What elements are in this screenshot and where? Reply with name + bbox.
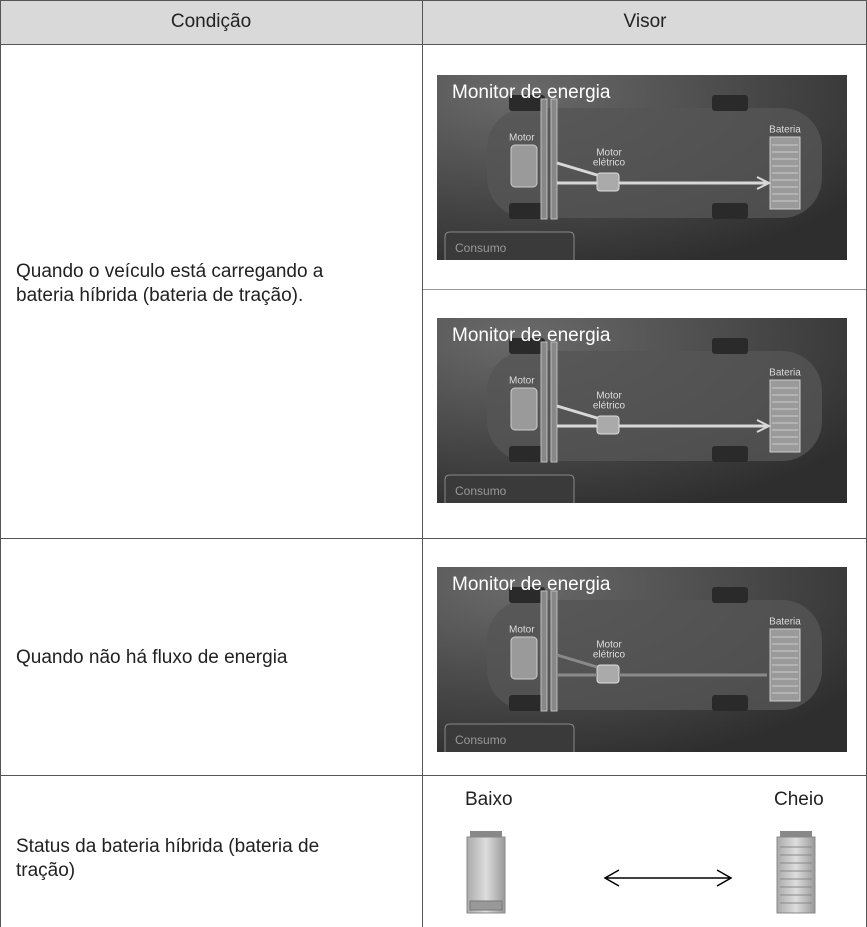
full-label: Cheio	[774, 789, 824, 810]
border	[0, 0, 867, 1]
flow-arrow	[756, 419, 772, 433]
shaft	[540, 98, 548, 220]
wheel	[509, 446, 545, 462]
wheel	[712, 446, 748, 462]
condition-text: Quando o veículo está carregando a bater…	[16, 261, 324, 306]
electric-motor-label: elétrico	[593, 650, 626, 661]
car-body	[487, 351, 822, 461]
tab	[444, 723, 575, 752]
border	[0, 44, 867, 45]
screen-title: Monitor de energia	[452, 325, 611, 346]
wheel	[712, 203, 748, 219]
battery-status	[466, 831, 816, 914]
screen-title: Monitor de energia	[452, 82, 611, 103]
shaft	[540, 341, 548, 463]
double-arrow	[603, 869, 733, 887]
engine	[510, 636, 538, 680]
motor-label: Motor	[509, 625, 535, 636]
wheel	[712, 338, 748, 354]
tab-label: Consumo	[455, 241, 507, 255]
electric-motor-icon	[596, 415, 620, 435]
flow-line	[556, 161, 598, 177]
electric-motor-label: Motor	[596, 148, 622, 159]
wheel	[509, 95, 545, 111]
flow-arrow	[756, 176, 772, 190]
wheel	[509, 338, 545, 354]
shaft	[550, 341, 558, 463]
shaft	[540, 590, 548, 712]
header-cell: Visor	[423, 0, 867, 44]
tab	[444, 474, 575, 503]
wheel	[712, 95, 748, 111]
shaft	[550, 590, 558, 712]
battery-label: Bateria	[769, 617, 801, 628]
border	[0, 775, 867, 776]
border	[423, 289, 867, 290]
wheel	[509, 587, 545, 603]
car-body	[487, 108, 822, 218]
flow-line	[556, 404, 598, 420]
engine	[510, 144, 538, 188]
electric-motor-label: Motor	[596, 640, 622, 651]
battery-full-icon	[776, 831, 816, 914]
wheel	[509, 695, 545, 711]
energy-monitor-screen: Monitor de energiaMotorMotorelétricoBate…	[437, 318, 847, 503]
motor-label: Motor	[509, 376, 535, 387]
electric-motor-icon	[596, 664, 620, 684]
battery-label: Bateria	[769, 125, 801, 136]
electric-motor-label: elétrico	[593, 401, 626, 412]
low-label: Baixo	[465, 789, 513, 810]
electric-motor-label: Motor	[596, 391, 622, 402]
wheel	[509, 203, 545, 219]
motor-label: Motor	[509, 133, 535, 144]
header-cell: Condição	[0, 0, 422, 44]
condition-text: Status da bateria híbrida (bateria de tr…	[16, 836, 320, 881]
energy-monitor-screen: Monitor de energiaMotorMotorelétricoBate…	[437, 75, 847, 260]
tab-label: Consumo	[455, 484, 507, 498]
border	[0, 538, 867, 539]
wheel	[712, 587, 748, 603]
energy-monitor-screen: Monitor de energiaMotorMotorelétricoBate…	[437, 567, 847, 752]
electric-motor-icon	[596, 172, 620, 192]
battery-label: Bateria	[769, 368, 801, 379]
border	[0, 0, 1, 927]
electric-motor-label: elétrico	[593, 158, 626, 169]
border	[422, 0, 423, 927]
screen-title: Monitor de energia	[452, 574, 611, 595]
tab-label: Consumo	[455, 733, 507, 747]
car-body	[487, 600, 822, 710]
flow-line	[556, 653, 598, 669]
wheel	[712, 695, 748, 711]
shaft	[550, 98, 558, 220]
engine	[510, 387, 538, 431]
battery-low-icon	[466, 831, 506, 914]
tab	[444, 231, 575, 260]
condition-text: Quando não há fluxo de energia	[16, 647, 288, 668]
